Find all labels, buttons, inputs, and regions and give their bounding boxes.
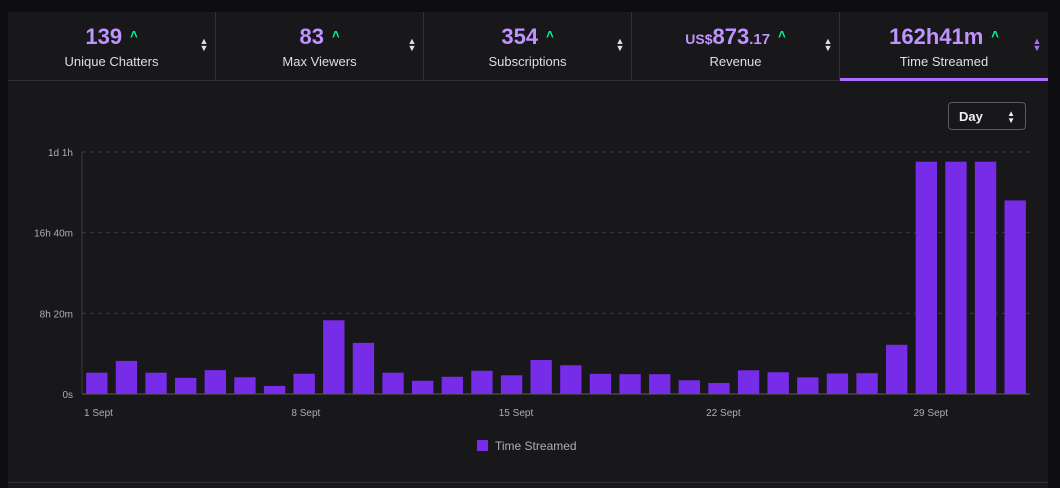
- sort-icon[interactable]: ▲ ▼: [615, 36, 625, 53]
- metric-label: Unique Chatters: [64, 54, 159, 69]
- bar: [767, 372, 789, 394]
- x-tick-label: 22 Sept: [706, 408, 741, 419]
- bar: [204, 370, 226, 394]
- y-tick-label: 1d 1h: [48, 148, 73, 159]
- metric-label: Time Streamed: [899, 54, 989, 69]
- bar: [856, 373, 878, 394]
- bar: [471, 370, 493, 394]
- tab-revenue[interactable]: US$873.17 ˄ Revenue ▲ ▼: [632, 12, 840, 81]
- bar: [412, 380, 434, 394]
- analytics-panel: 139 ˄ Unique Chatters ▲ ▼ 83 ˄ Max Viewers …: [8, 12, 1048, 488]
- metric-label: Max Viewers: [282, 54, 357, 69]
- metric-value: 83: [299, 24, 324, 49]
- bar: [352, 342, 375, 394]
- x-tick-label: 8 Sept: [291, 408, 320, 419]
- panel-divider: [8, 482, 1048, 483]
- metric-value-row: 162h41m ˄: [840, 24, 1048, 50]
- tab-subscriptions[interactable]: 354 ˄ Subscriptions ▲ ▼: [424, 12, 632, 81]
- tab-unique-chatters[interactable]: 139 ˄ Unique Chatters ▲ ▼: [8, 12, 216, 81]
- metric-cents: .17: [749, 31, 771, 48]
- y-tick-label: 0s: [62, 390, 73, 401]
- trend-up-icon: ˄: [546, 27, 554, 42]
- tab-max-viewers[interactable]: 83 ˄ Max Viewers ▲ ▼: [216, 12, 424, 81]
- metric-value: 354: [501, 24, 539, 49]
- bar: [560, 365, 582, 394]
- bar: [530, 359, 552, 394]
- tab-time-streamed[interactable]: 162h41m ˄ Time Streamed ▲ ▼: [840, 12, 1048, 81]
- bar: [293, 373, 315, 394]
- trend-up-icon: ˄: [331, 27, 340, 42]
- bar: [797, 377, 819, 394]
- metric-value: 139: [85, 24, 123, 49]
- bar: [323, 320, 345, 394]
- x-tick-label: 15 Sept: [499, 408, 534, 419]
- metric-value-row: 354 ˄: [424, 24, 631, 50]
- bar: [234, 377, 256, 394]
- period-select-value: Day: [959, 109, 983, 124]
- y-tick-label: 8h 20m: [40, 309, 73, 320]
- y-tick-label: 16h 40m: [34, 229, 73, 240]
- bar: [974, 161, 997, 394]
- period-select[interactable]: Day ▲ ▼: [948, 102, 1026, 130]
- metric-tabs: 139 ˄ Unique Chatters ▲ ▼ 83 ˄ Max Viewers …: [8, 12, 1048, 82]
- bar: [86, 372, 108, 394]
- bar: [945, 161, 967, 394]
- legend-label: Time Streamed: [495, 439, 577, 453]
- metric-value-row: US$873.17 ˄: [632, 24, 839, 50]
- bar: [175, 377, 197, 394]
- metric-value: 873: [712, 24, 750, 49]
- sort-icon[interactable]: ▲ ▼: [823, 36, 833, 53]
- bar: [886, 344, 908, 394]
- bar: [145, 372, 167, 394]
- x-tick-label: 1 Sept: [84, 408, 113, 419]
- x-tick-label: 29 Sept: [914, 408, 949, 419]
- metric-value-row: 83 ˄: [216, 24, 423, 50]
- sort-icon[interactable]: ▲ ▼: [199, 36, 209, 53]
- bar: [708, 383, 730, 394]
- bar: [737, 370, 760, 394]
- trend-up-icon: ˄: [130, 27, 138, 42]
- bar: [826, 373, 849, 394]
- metric-label: Subscriptions: [488, 54, 567, 69]
- legend-swatch: [477, 440, 488, 451]
- chevron-updown-icon: ▲ ▼: [1007, 109, 1015, 125]
- bar: [589, 373, 612, 394]
- metric-value: 162h41m: [889, 24, 984, 49]
- time-streamed-chart: 0s 8h 20m 16h 40m 1d 1h 1 Sept 8 Sept 15 Sept 2…: [34, 148, 1030, 453]
- sort-icon[interactable]: ▲ ▼: [407, 36, 417, 53]
- bar: [115, 360, 138, 394]
- trend-up-icon: ˄: [991, 27, 999, 42]
- trend-up-icon: ˄: [778, 27, 786, 42]
- bar: [382, 372, 404, 394]
- bar: [263, 385, 286, 394]
- bar: [619, 374, 641, 394]
- bar: [441, 376, 463, 394]
- currency-prefix: US$: [685, 31, 713, 47]
- bar: [649, 374, 671, 394]
- bar: [1004, 200, 1026, 394]
- bar: [915, 161, 937, 394]
- bar: [500, 375, 523, 394]
- bar: [678, 380, 700, 394]
- sort-icon[interactable]: ▲ ▼: [1032, 36, 1042, 53]
- metric-label: Revenue: [709, 54, 762, 69]
- metric-value-row: 139 ˄: [8, 24, 215, 50]
